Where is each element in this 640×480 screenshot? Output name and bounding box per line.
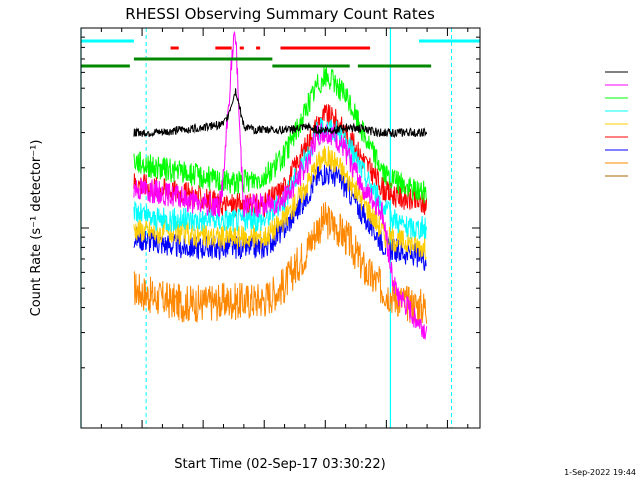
y-axis-title: Count Rate (s⁻¹ detector⁻¹): [29, 140, 44, 317]
chart-title: RHESSI Observing Summary Count Rates: [125, 5, 435, 23]
x-axis-title: Start Time (02-Sep-17 03:30:22): [174, 457, 385, 472]
series-6: [133, 163, 427, 272]
series-0: [133, 88, 428, 139]
series-1: [133, 30, 428, 341]
footer-timestamp: 1-Sep-2022 19:44: [564, 468, 636, 477]
series-line-6: [133, 163, 427, 272]
series-line-7: [133, 201, 428, 324]
series-7: [133, 201, 428, 324]
series-line-0: [133, 88, 428, 139]
series-2: [133, 66, 428, 204]
series-line-1: [133, 30, 428, 341]
legend: [605, 71, 628, 177]
plot-area: [80, 28, 480, 428]
series-line-2: [133, 66, 428, 204]
axes: [81, 27, 480, 429]
